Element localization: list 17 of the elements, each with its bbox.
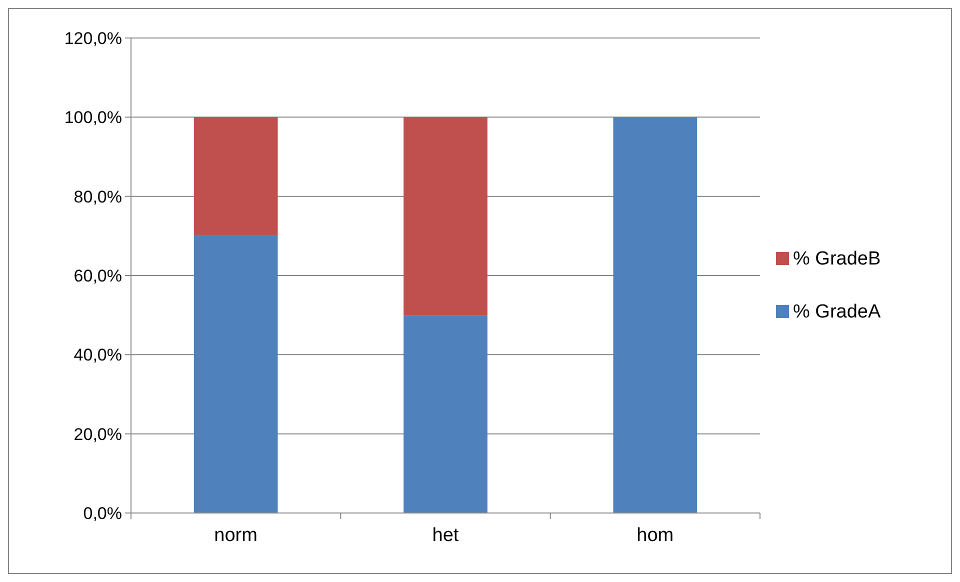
y-tick-label: 60,0% xyxy=(74,266,122,286)
bar xyxy=(194,236,278,513)
legend-label: % GradeA xyxy=(793,302,881,323)
y-tick-label: 100,0% xyxy=(64,108,122,128)
x-tick-label: het xyxy=(432,525,460,546)
bar xyxy=(194,117,278,236)
bar xyxy=(404,117,488,316)
x-tick-label: norm xyxy=(214,525,258,546)
x-tick-label: hom xyxy=(636,525,674,546)
y-tick-label: 80,0% xyxy=(74,187,122,206)
y-tick-label: 40,0% xyxy=(74,346,122,365)
bar xyxy=(404,315,488,513)
y-tick-label: 120,0% xyxy=(64,28,122,48)
y-tick-label: 20,0% xyxy=(74,424,122,444)
bar xyxy=(613,117,698,513)
legend-label: % GradeB xyxy=(793,248,881,270)
y-tick-label: 0,0% xyxy=(83,504,122,523)
